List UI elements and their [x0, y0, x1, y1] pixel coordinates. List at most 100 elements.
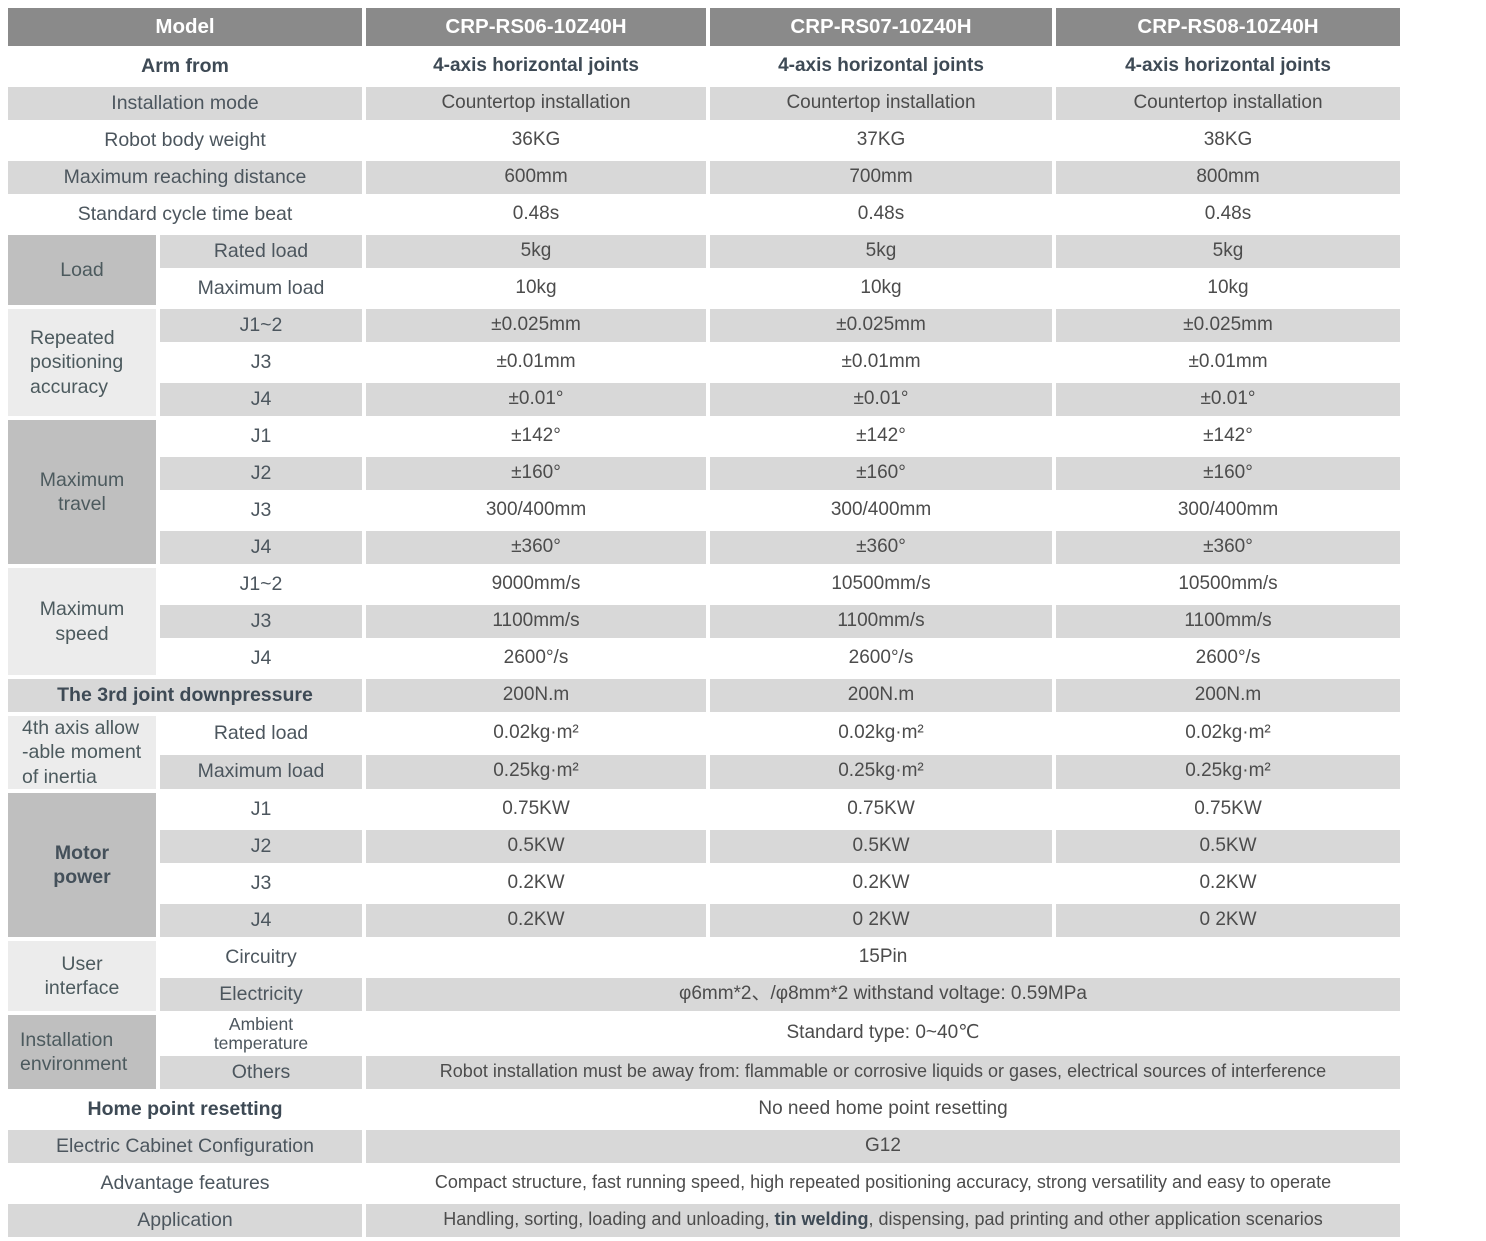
travel-j1-value: ±142°	[511, 425, 561, 447]
inertia-max-value: 0.25kg·m²	[1056, 754, 1400, 790]
home-reset-value: No need home point resetting	[758, 1097, 1008, 1119]
accuracy-j12-value: ±0.025mm	[710, 309, 1052, 342]
application-label: Application	[8, 1203, 362, 1237]
travel-j2-value: ±160°	[366, 457, 706, 490]
row-travel-j3: J3 300/400mm 300/400mm 300/400mm	[8, 494, 1400, 527]
row-motor-j1: Motor power J1 0.75KW 0.75KW 0.75KW	[8, 793, 1400, 938]
accuracy-j12-value: ±0.025mm	[1056, 309, 1400, 342]
env-ambient-value: Standard type: 0~40℃	[786, 1022, 980, 1044]
motor-j4-value: 0 2KW	[710, 904, 1052, 938]
travel-j2-value: ±160°	[1056, 457, 1400, 490]
travel-j4-value: ±360°	[1056, 531, 1400, 564]
model-header-label: Model	[8, 8, 362, 46]
row-speed-j12: Maximum speed J1~2 9000mm/s 10500mm/s 10…	[8, 568, 1400, 675]
accuracy-group-label: Repeated positioning accuracy	[8, 309, 156, 416]
row-application: Application Handling, sorting, loading a…	[8, 1203, 1400, 1237]
row-advantage: Advantage features Compact structure, fa…	[8, 1167, 1400, 1200]
travel-j4-value: ±360°	[710, 531, 1052, 564]
row-load-max: Maximum load 10kg 10kg 10kg	[8, 272, 1400, 305]
speed-j3-value: 1100mm/s	[366, 605, 706, 638]
row-inertia-rated: 4th axis allow -able moment of inertia R…	[8, 716, 1400, 790]
application-value-bold: tin welding	[774, 1209, 869, 1230]
env-others-label: Others	[160, 1055, 362, 1089]
row-env-ambient: Installation environment Ambient tempera…	[8, 1014, 1400, 1089]
motor-j3-label: J3	[250, 871, 272, 894]
downpressure-value: 200N.m	[710, 679, 1052, 712]
accuracy-j4-value: ±0.01°	[366, 383, 706, 416]
accuracy-j4-value: ±0.01°	[710, 383, 1052, 416]
reach-distance-value: 700mm	[710, 161, 1052, 194]
downpressure-value: 200N.m	[1056, 679, 1400, 712]
row-downpressure: The 3rd joint downpressure 200N.m 200N.m…	[8, 679, 1400, 712]
body-weight-value: 36KG	[511, 129, 561, 151]
inertia-rated-value: 0.02kg·m²	[493, 721, 579, 743]
travel-j3-value: 300/400mm	[485, 499, 587, 521]
row-model-header: Model CRP-RS06-10Z40H CRP-RS07-10Z40H CR…	[8, 8, 1400, 46]
travel-j3-value: 300/400mm	[830, 499, 932, 521]
inertia-group-label: 4th axis allow -able moment of inertia	[8, 716, 156, 790]
installation-mode-value: Countertop installation	[366, 87, 706, 120]
row-cabinet: Electric Cabinet Configuration G12	[8, 1129, 1400, 1163]
speed-j4-label: J4	[250, 646, 272, 669]
env-others-value: Robot installation must be away from: fl…	[366, 1055, 1400, 1089]
speed-j4-value: 2600°/s	[848, 647, 914, 669]
ui-circuitry-label: Circuitry	[225, 945, 297, 968]
ui-electricity-label: Electricity	[160, 978, 362, 1012]
application-value-pre: Handling, sorting, loading and unloading…	[443, 1209, 775, 1230]
inertia-rated-label: Rated load	[213, 721, 309, 744]
motor-j1-label: J1	[250, 797, 272, 820]
travel-j2-label: J2	[160, 457, 362, 490]
row-inertia-max: Maximum load 0.25kg·m² 0.25kg·m² 0.25kg·…	[8, 754, 1400, 790]
row-motor-j3: J3 0.2KW 0.2KW 0.2KW	[8, 867, 1400, 900]
travel-j2-value: ±160°	[710, 457, 1052, 490]
row-travel-j1: Maximum travel J1 ±142° ±142° ±142°	[8, 420, 1400, 564]
row-ui-electricity: Electricity φ6mm*2、/φ8mm*2 withstand vol…	[8, 978, 1400, 1012]
motor-j2-value: 0.5KW	[710, 830, 1052, 864]
travel-group-label: Maximum travel	[8, 420, 156, 564]
installation-mode-value: Countertop installation	[710, 87, 1052, 120]
motor-j1-value: 0.75KW	[847, 798, 915, 820]
row-motor-j4: J4 0.2KW 0 2KW 0 2KW	[8, 904, 1400, 938]
speed-j3-label: J3	[160, 605, 362, 638]
travel-j1-value: ±142°	[1203, 425, 1253, 447]
cycle-time-value: 0.48s	[1204, 203, 1252, 225]
model-name-rs06: CRP-RS06-10Z40H	[366, 8, 706, 46]
accuracy-j3-value: ±0.01mm	[1188, 351, 1268, 373]
load-max-value: 10kg	[860, 277, 902, 299]
row-motor-j2: J2 0.5KW 0.5KW 0.5KW	[8, 830, 1400, 864]
advantage-label: Advantage features	[100, 1171, 270, 1194]
motor-j1-value: 0.75KW	[502, 798, 570, 820]
arm-from-value: 4-axis horizontal joints	[1125, 55, 1331, 77]
motor-j4-value: 0.2KW	[366, 904, 706, 938]
travel-j3-value: 300/400mm	[1177, 499, 1279, 521]
load-rated-value: 5kg	[1056, 235, 1400, 268]
application-value-post: , dispensing, pad printing and other app…	[868, 1209, 1323, 1230]
row-ui-circuitry: User interface Circuitry 15Pin	[8, 941, 1400, 1012]
inertia-rated-value: 0.02kg·m²	[838, 721, 924, 743]
motor-j4-value: 0 2KW	[1056, 904, 1400, 938]
row-accuracy-j12: Repeated positioning accuracy J1~2 ±0.02…	[8, 309, 1400, 416]
user-interface-group-label: User interface	[8, 941, 156, 1012]
advantage-value: Compact structure, fast running speed, h…	[434, 1172, 1332, 1193]
load-rated-value: 5kg	[366, 235, 706, 268]
reach-distance-label: Maximum reaching distance	[8, 161, 362, 194]
row-home-reset: Home point resetting No need home point …	[8, 1093, 1400, 1126]
installation-mode-value: Countertop installation	[1056, 87, 1400, 120]
reach-distance-value: 600mm	[366, 161, 706, 194]
ui-electricity-value: φ6mm*2、/φ8mm*2 withstand voltage: 0.59MP…	[366, 978, 1400, 1012]
cycle-time-value: 0.48s	[512, 203, 560, 225]
env-ambient-label: Ambient temperature	[213, 1014, 309, 1053]
inertia-max-value: 0.25kg·m²	[710, 754, 1052, 790]
accuracy-j3-label: J3	[250, 350, 272, 373]
body-weight-value: 37KG	[856, 129, 906, 151]
accuracy-j4-value: ±0.01°	[1056, 383, 1400, 416]
load-rated-label: Rated load	[160, 235, 362, 268]
downpressure-value: 200N.m	[366, 679, 706, 712]
row-env-others: Others Robot installation must be away f…	[8, 1055, 1400, 1089]
motor-j2-value: 0.5KW	[1056, 830, 1400, 864]
robot-spec-table: Model CRP-RS06-10Z40H CRP-RS07-10Z40H CR…	[4, 4, 1404, 1241]
speed-j12-value: 9000mm/s	[491, 573, 581, 595]
load-max-label: Maximum load	[197, 276, 325, 299]
row-accuracy-j3: J3 ±0.01mm ±0.01mm ±0.01mm	[8, 346, 1400, 379]
row-installation-mode: Installation mode Countertop installatio…	[8, 87, 1400, 120]
